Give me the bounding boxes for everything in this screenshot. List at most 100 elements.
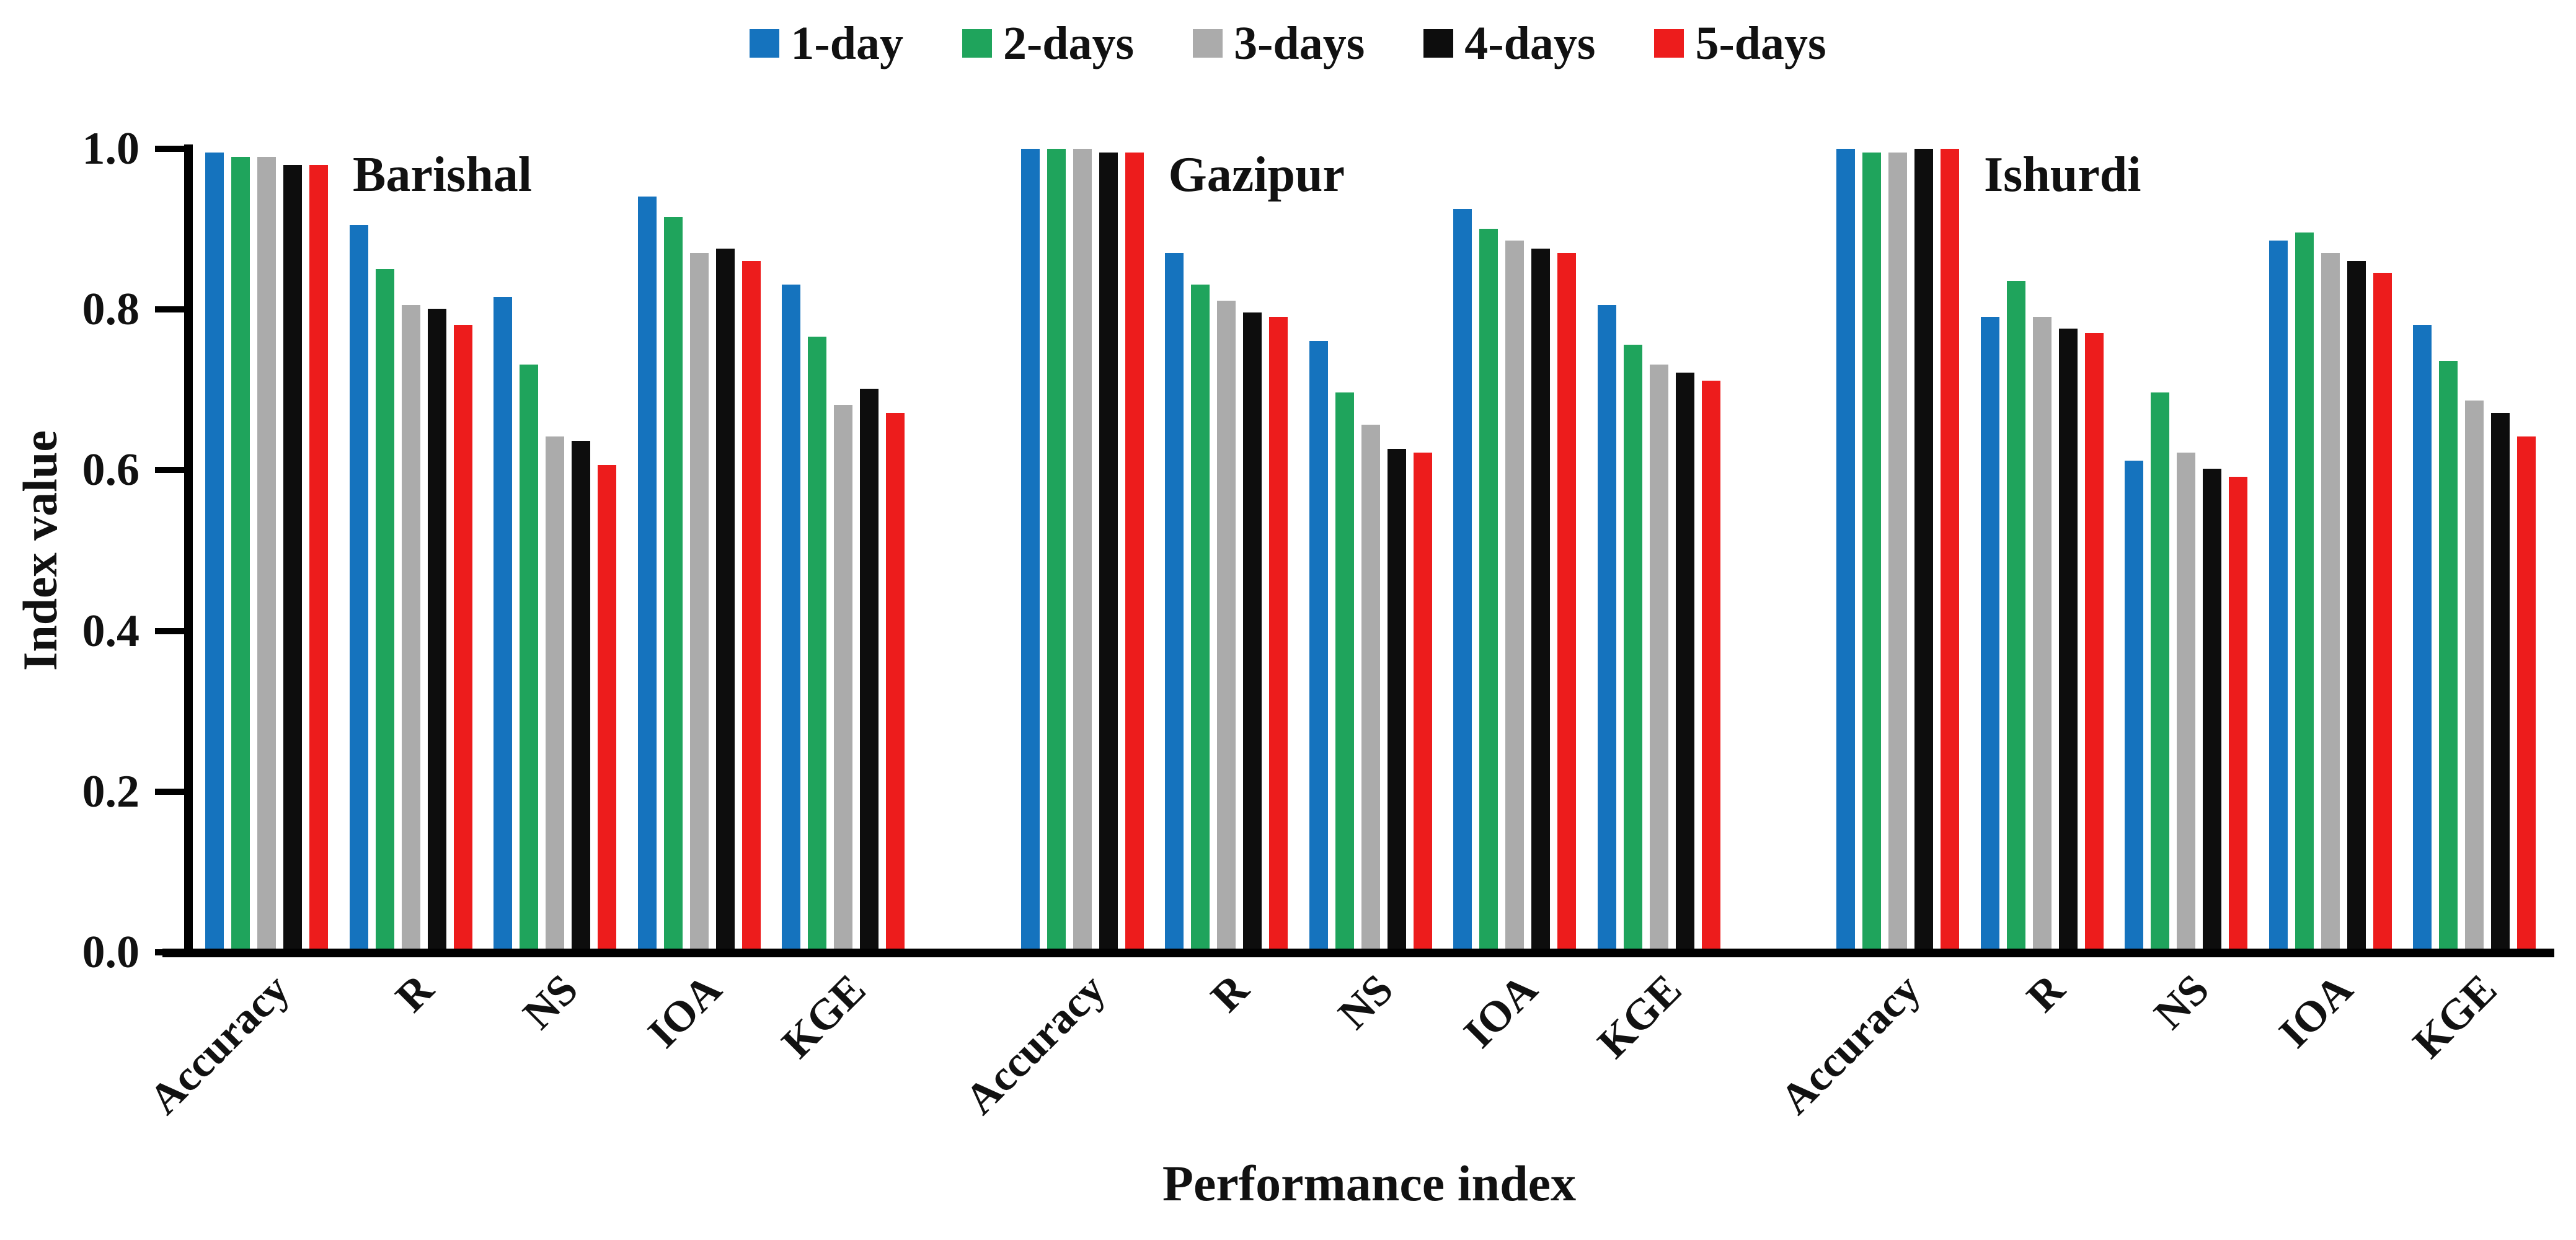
- plot-area: Barishal Accuracy R NS IOA KGE Gazipur Accuracy…: [141, 148, 2536, 1123]
- bar-Barishal-NS-1-day: [494, 296, 512, 949]
- bar-Gazipur-IOA-1-day: [1453, 208, 1472, 949]
- x-category-label: KGE: [1588, 965, 1691, 1068]
- bar-Ishurdi-KGE-5-days: [2517, 436, 2536, 949]
- bar-Ishurdi-Accuracy-3-days: [1888, 153, 1907, 949]
- y-axis-tick: [155, 306, 185, 313]
- bar-Barishal-NS-2-days: [520, 365, 538, 949]
- bar-Ishurdi-NS-1-day: [2125, 461, 2143, 949]
- bar-Ishurdi-Accuracy-5-days: [1941, 149, 1959, 949]
- x-category-label: Accuracy: [1771, 965, 1930, 1124]
- legend-swatch-3-days: [1193, 29, 1223, 58]
- bar-Gazipur-NS-1-day: [1309, 340, 1328, 949]
- bar-Ishurdi-KGE-3-days: [2465, 401, 2484, 949]
- bar-Barishal-Accuracy-4-days: [283, 164, 302, 949]
- bar-Gazipur-NS-4-days: [1387, 448, 1406, 949]
- bar-Ishurdi-Accuracy-2-days: [1862, 153, 1881, 949]
- station-label: Barishal: [353, 148, 532, 202]
- x-category-label: IOA: [639, 965, 732, 1058]
- bar-cluster-Ishurdi-KGE: [2413, 149, 2536, 949]
- station-group-Gazipur: Gazipur Accuracy R NS IOA KGE: [956, 149, 1720, 1123]
- bar-cluster-Barishal-R: [349, 149, 472, 949]
- bar-Gazipur-R-1-day: [1165, 252, 1184, 949]
- y-tick-label: 0.4: [82, 605, 140, 657]
- y-tick-label: 0.8: [82, 284, 140, 335]
- y-axis-line: [184, 144, 193, 957]
- bar-Barishal-R-1-day: [349, 224, 368, 949]
- bar-cluster-Ishurdi-Accuracy: [1836, 149, 1959, 949]
- legend-label: 5-days: [1695, 17, 1826, 69]
- bar-Ishurdi-NS-2-days: [2151, 392, 2169, 949]
- x-axis-line: [162, 949, 2554, 957]
- bar-Barishal-NS-4-days: [572, 440, 590, 949]
- legend-item-4-days: 4-days: [1423, 20, 1595, 67]
- legend-label: 4-days: [1464, 17, 1596, 69]
- bar-cluster-Ishurdi-IOA: [2268, 149, 2392, 949]
- bar-Barishal-IOA-1-day: [637, 197, 657, 949]
- bar-Ishurdi-Accuracy-1-day: [1836, 149, 1855, 949]
- legend-swatch-2-days: [962, 29, 992, 58]
- bar-Gazipur-NS-3-days: [1361, 425, 1380, 949]
- bar-Gazipur-Accuracy-4-days: [1099, 153, 1118, 949]
- x-category-label: Accuracy: [140, 965, 299, 1124]
- x-axis-title: Performance index: [1162, 1155, 1577, 1211]
- bar-Gazipur-Accuracy-2-days: [1047, 149, 1066, 949]
- legend-swatch-4-days: [1423, 29, 1454, 58]
- legend-item-2-days: 2-days: [962, 20, 1134, 67]
- y-axis-tick: [155, 788, 185, 795]
- bar-Gazipur-NS-5-days: [1413, 453, 1432, 949]
- bar-Barishal-NS-5-days: [598, 464, 616, 949]
- bar-Ishurdi-NS-5-days: [2229, 476, 2247, 949]
- bar-Gazipur-R-2-days: [1191, 285, 1210, 949]
- bar-Gazipur-R-3-days: [1217, 301, 1236, 949]
- bar-Gazipur-KGE-1-day: [1597, 304, 1616, 949]
- legend-item-5-days: 5-days: [1654, 20, 1826, 67]
- legend: 1-day 2-days 3-days 4-days 5-days: [0, 12, 2576, 74]
- y-axis-tick: [155, 146, 185, 152]
- bar-cluster-Gazipur-KGE: [1597, 149, 1720, 949]
- legend-item-3-days: 3-days: [1193, 20, 1365, 67]
- bar-Barishal-R-2-days: [375, 268, 394, 949]
- legend-swatch-1-day: [750, 29, 780, 58]
- bar-cluster-Gazipur-R: [1165, 149, 1288, 949]
- bar-Ishurdi-IOA-3-days: [2321, 252, 2340, 949]
- bar-Ishurdi-R-3-days: [2032, 316, 2052, 949]
- bar-Gazipur-R-5-days: [1269, 316, 1288, 949]
- bar-cluster-Ishurdi-R: [1980, 149, 2104, 949]
- station-label: Ishurdi: [1984, 148, 2141, 202]
- bar-Ishurdi-KGE-1-day: [2413, 324, 2432, 949]
- bar-Gazipur-R-4-days: [1243, 312, 1262, 949]
- x-category-label: NS: [1329, 965, 1403, 1038]
- bar-Gazipur-Accuracy-5-days: [1125, 153, 1144, 949]
- bar-cluster-Barishal-KGE: [782, 149, 905, 949]
- bar-Barishal-Accuracy-3-days: [257, 156, 276, 949]
- legend-item-1-day: 1-day: [750, 20, 903, 67]
- x-category-label: NS: [2144, 965, 2218, 1038]
- bar-Ishurdi-IOA-5-days: [2373, 272, 2392, 949]
- bar-Gazipur-KGE-4-days: [1675, 373, 1694, 949]
- bar-Barishal-KGE-4-days: [860, 389, 879, 949]
- x-category-label: KGE: [773, 965, 875, 1068]
- bar-Ishurdi-IOA-2-days: [2295, 232, 2314, 949]
- x-category-label: NS: [513, 965, 587, 1038]
- bar-Gazipur-NS-2-days: [1335, 392, 1354, 949]
- x-category-label: R: [2017, 965, 2074, 1022]
- y-axis-tick: [155, 627, 185, 634]
- bar-Ishurdi-R-4-days: [2058, 329, 2078, 949]
- bar-cluster-Gazipur-NS: [1309, 149, 1432, 949]
- station-group-Ishurdi: Ishurdi Accuracy R NS IOA KGE: [1772, 148, 2536, 1123]
- bar-Barishal-KGE-1-day: [782, 285, 800, 949]
- legend-label: 3-days: [1234, 17, 1365, 69]
- bar-Ishurdi-NS-4-days: [2203, 469, 2221, 949]
- y-axis-title-box: Index value: [6, 149, 74, 952]
- bar-Ishurdi-KGE-2-days: [2439, 360, 2458, 949]
- bar-Ishurdi-NS-3-days: [2177, 453, 2195, 949]
- legend-label: 2-days: [1003, 17, 1135, 69]
- bar-Gazipur-Accuracy-1-day: [1020, 149, 1040, 949]
- bar-Barishal-IOA-5-days: [741, 260, 761, 949]
- bar-Ishurdi-KGE-4-days: [2491, 412, 2510, 949]
- bar-Barishal-KGE-5-days: [886, 412, 905, 949]
- x-category-label: IOA: [2270, 965, 2363, 1058]
- bar-cluster-Gazipur-IOA: [1453, 149, 1576, 949]
- x-category-label: Accuracy: [956, 965, 1115, 1124]
- x-category-label: R: [386, 965, 443, 1022]
